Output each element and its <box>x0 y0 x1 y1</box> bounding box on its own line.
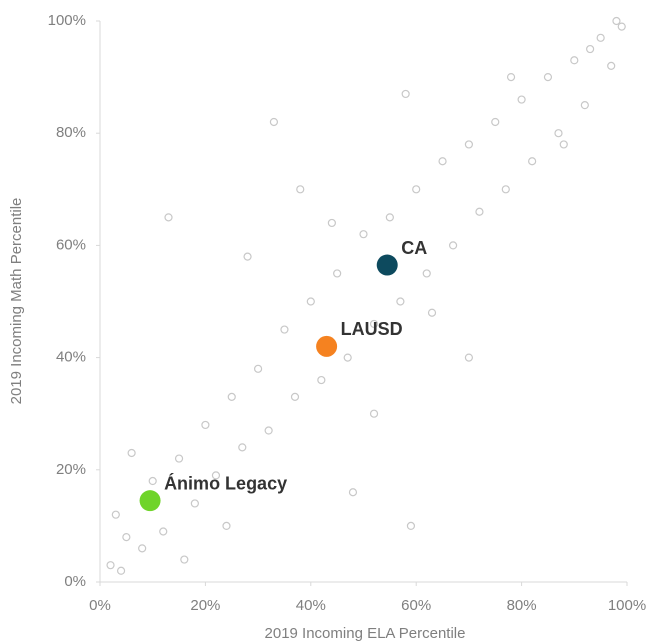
point <box>106 561 115 570</box>
point <box>427 308 437 317</box>
point <box>201 420 210 430</box>
point <box>580 101 589 110</box>
point <box>612 16 621 26</box>
highlight-point <box>376 254 398 276</box>
y-tick-label: 0% <box>64 573 86 590</box>
highlight-point <box>316 335 338 357</box>
y-tick-label: 40% <box>56 349 86 366</box>
point <box>412 185 421 194</box>
point <box>528 157 537 166</box>
point <box>238 443 247 452</box>
x-tick-label: 60% <box>401 597 431 614</box>
point <box>116 566 126 575</box>
point <box>475 207 484 216</box>
point <box>517 95 526 104</box>
point <box>369 409 379 418</box>
y-tick-label: 60% <box>56 236 86 253</box>
point <box>464 353 473 362</box>
point <box>306 297 315 306</box>
highlight-point <box>139 490 161 512</box>
point <box>501 185 510 194</box>
point <box>401 89 410 99</box>
x-tick-label: 40% <box>296 597 326 614</box>
y-axis-title: 2019 Incoming Math Percentile <box>8 198 25 405</box>
x-tick-label: 0% <box>89 597 111 614</box>
point <box>607 61 616 70</box>
x-axis-title: 2019 Incoming ELA Percentile <box>265 625 466 642</box>
x-tick-label: 80% <box>507 597 537 614</box>
point <box>190 499 199 508</box>
point <box>359 230 368 239</box>
point <box>264 426 273 435</box>
point <box>438 157 447 166</box>
point <box>122 533 131 542</box>
point <box>348 488 358 497</box>
point <box>464 140 473 149</box>
point <box>596 33 605 42</box>
point <box>554 129 563 138</box>
point <box>559 140 568 149</box>
point <box>243 252 252 261</box>
point <box>148 476 157 486</box>
point <box>280 325 289 334</box>
point <box>254 364 263 373</box>
point-label: Ánimo Legacy <box>164 472 287 493</box>
point <box>211 471 221 480</box>
y-tick-label: 80% <box>56 124 86 141</box>
x-tick-label: 20% <box>190 597 220 614</box>
point <box>296 185 305 194</box>
point <box>222 521 231 531</box>
point <box>422 269 431 278</box>
point <box>127 448 136 458</box>
point <box>491 117 500 127</box>
point <box>385 213 394 222</box>
point <box>333 269 342 278</box>
point <box>227 392 236 401</box>
point <box>543 72 553 82</box>
point <box>269 117 279 127</box>
y-tick-label: 100% <box>48 12 86 29</box>
point <box>290 392 300 401</box>
point <box>159 527 168 536</box>
point <box>448 241 458 250</box>
point <box>369 319 379 329</box>
point <box>111 510 120 519</box>
point <box>406 521 416 531</box>
point <box>570 56 579 65</box>
point <box>586 44 595 54</box>
point <box>506 72 516 82</box>
point <box>317 375 326 385</box>
point <box>617 22 626 31</box>
point <box>164 213 173 222</box>
point-label: LAUSD <box>341 319 403 339</box>
point <box>396 297 405 306</box>
point <box>180 555 189 564</box>
point <box>327 218 336 228</box>
point-label: CA <box>401 238 427 258</box>
point <box>138 544 147 553</box>
point <box>343 353 352 362</box>
point <box>174 454 184 463</box>
x-tick-label: 100% <box>608 597 646 614</box>
y-tick-label: 20% <box>56 461 86 478</box>
